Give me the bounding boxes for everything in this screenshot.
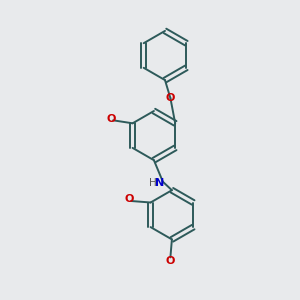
Text: O: O [125,194,134,205]
Text: N: N [155,178,164,188]
Text: O: O [107,114,116,124]
Text: H: H [148,178,156,188]
Text: O: O [166,256,175,266]
Text: O: O [166,93,175,103]
